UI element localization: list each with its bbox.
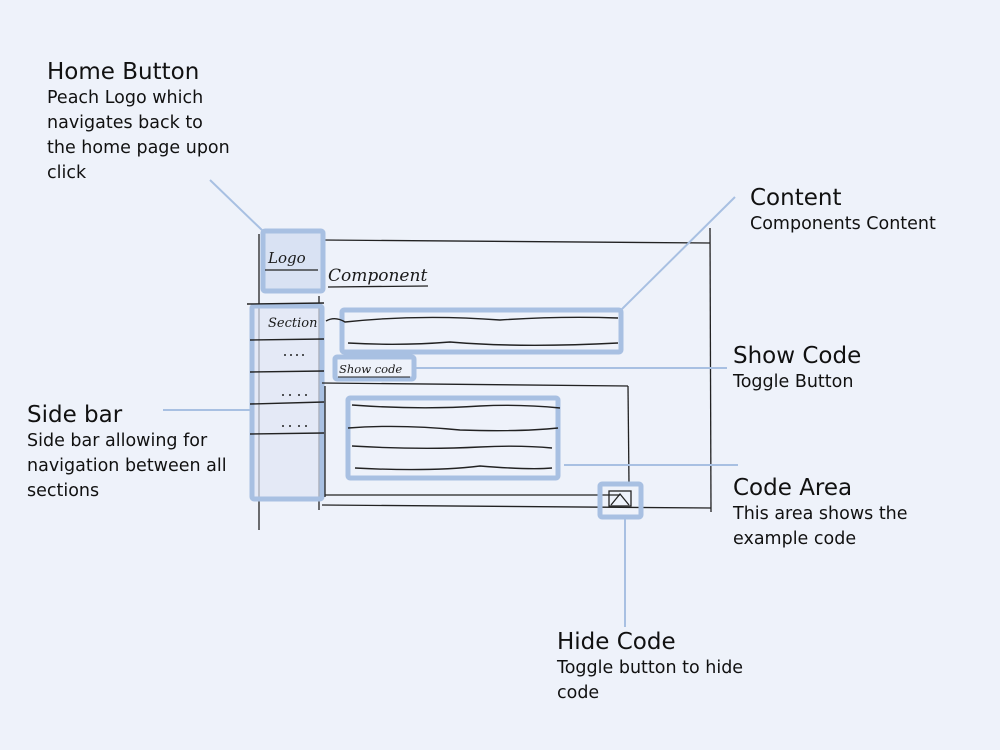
home-button-title: Home Button: [47, 59, 200, 85]
code-area-title: Code Area: [733, 475, 853, 501]
code-area-description: This area shows the example code: [733, 504, 908, 549]
show-code-label: Show code: [339, 362, 402, 376]
sidebar-ellipsis-dots: [282, 354, 307, 427]
home-button-annotation: Home Button Peach Logo which navigates b…: [47, 58, 237, 186]
code-text-lines: [347, 404, 561, 471]
show-code-annotation: Show Code Toggle Button: [733, 342, 963, 395]
show-code-title: Show Code: [733, 343, 862, 369]
code-area-annotation: Code Area This area shows the example co…: [733, 474, 943, 552]
logo-text: Logo: [267, 249, 306, 267]
component-heading: Component: [328, 266, 427, 286]
code-area-highlight: [345, 395, 561, 481]
content-annotation: Content Components Content: [750, 184, 980, 237]
hide-code-title: Hide Code: [557, 629, 676, 655]
logo-highlight[interactable]: [260, 228, 326, 294]
content-text-lines: [325, 316, 619, 346]
content-description: Components Content: [750, 214, 936, 234]
hide-code-annotation: Hide Code Toggle button to hide code: [557, 628, 747, 706]
side-bar-title: Side bar: [27, 402, 123, 428]
hide-code-chevron-icon: [608, 490, 632, 507]
hide-code-description: Toggle button to hide code: [557, 658, 744, 703]
sidebar-item-lines: [246, 302, 325, 435]
content-highlight: [339, 307, 624, 355]
hide-code-button[interactable]: [597, 481, 644, 520]
side-bar-description: Side bar allowing for navigation between…: [27, 431, 227, 501]
content-title: Content: [750, 185, 842, 211]
side-bar-annotation: Side bar Side bar allowing for navigatio…: [27, 401, 237, 504]
home-button-description: Peach Logo which navigates back to the h…: [47, 88, 230, 183]
sidebar-section-label: Section: [268, 316, 317, 331]
show-code-description: Toggle Button: [733, 372, 854, 392]
annotation-connector-lines: [163, 179, 738, 627]
code-area-frame: [321, 382, 630, 497]
